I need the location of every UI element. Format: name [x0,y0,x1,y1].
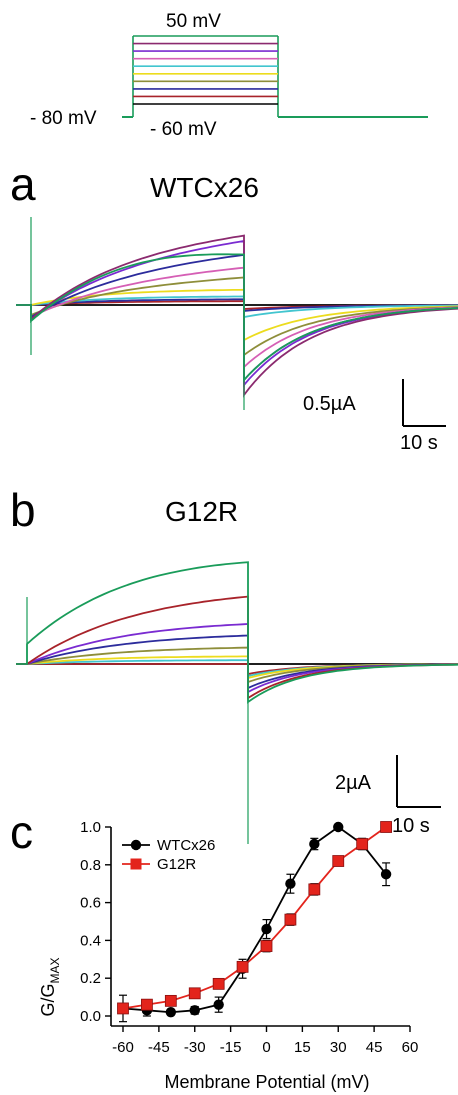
panel-b: b G12R 2µA 10 s [10,484,458,844]
y-axis-label-sub: MAX [48,957,62,983]
y-tick-label: 0.0 [80,1008,101,1025]
panel-b-scale-bar: 2µA 10 s [335,755,441,837]
data-point [212,977,225,990]
traces-a-trace-9 [16,234,458,398]
data-point [261,923,272,935]
data-point [164,994,177,1007]
x-tick-label: -30 [184,1039,206,1056]
x-tick-label: 60 [402,1039,419,1056]
panel-b-letter: b [10,484,36,536]
chart-legend: WTCx26 G12R [122,837,215,873]
data-point [213,999,224,1010]
panel-b-current-traces [16,561,458,844]
x-tick-label: 30 [330,1039,347,1056]
data-point [285,878,296,889]
data-point [356,838,369,850]
legend-label-1: G12R [157,856,196,873]
data-point [380,869,392,880]
data-point [188,987,201,1000]
legend-marker-0 [130,839,142,851]
x-tick-label: -45 [148,1039,170,1056]
panel-a-scale-current: 0.5µA [303,393,356,415]
protocol-bottom-label: - 60 mV [150,119,217,140]
y-tick-label: 0.8 [80,857,101,874]
x-axis-label: Membrane Potential (mV) [164,1072,369,1092]
data-point [333,821,344,833]
y-tick-label: 0.6 [80,895,101,912]
protocol-hold-label: - 80 mV [30,108,97,129]
data-point [236,960,249,973]
y-tick-label: 0.2 [80,970,101,987]
data-point [284,913,297,926]
y-axis-label-main: G/G [38,984,58,1017]
panel-b-title: G12R [165,496,238,527]
data-point [117,1002,129,1015]
data-point [308,883,321,896]
panel-a-scale-bar: 0.5µA 10 s [303,379,446,454]
chart-series [117,821,392,1023]
x-tick-label: 15 [294,1039,311,1056]
panel-b-scale-time: 10 s [392,815,430,837]
traces-a-trace-8 [16,253,458,383]
data-point [380,821,392,833]
x-tick-label: -60 [112,1039,134,1056]
x-tick-label: -15 [220,1039,242,1056]
data-point [141,998,153,1011]
traces-a-trace-10 [16,253,458,383]
panel-c: c G/GMAX Membrane Potential (mV) -60 -45-… [10,806,418,1092]
data-point [260,940,273,952]
legend-label-0: WTCx26 [157,837,215,854]
data-point [165,1007,177,1018]
y-axis-label: G/GMAX [38,957,62,1016]
chart-axes: -60 -45 -30 -15 0 15 30 45 60 0.0 0.2 0.4 0.6 0.8 1.0 [80,819,418,1056]
protocol-steps [122,35,428,118]
x-tick-label: 45 [366,1039,383,1056]
y-tick-label: 0.4 [80,932,101,949]
panel-a-current-traces [16,217,458,410]
protocol-top-label: 50 mV [166,11,221,32]
panel-a: a WTCx26 0.5µA 10 s [10,158,458,454]
voltage-protocol: 50 mV - 80 mV - 60 mV [30,11,428,140]
x-tick-label: 0 [262,1039,270,1056]
series-line-1 [122,826,387,1010]
panel-a-letter: a [10,158,36,210]
traces-b-trace-8 [16,561,458,704]
traces-a-trace-6 [16,266,458,370]
panel-a-scale-time: 10 s [400,432,438,454]
panel-b-scale-current: 2µA [335,772,372,794]
data-point [309,838,320,850]
data-point [189,1005,200,1016]
traces-b-trace-2 [16,659,458,678]
data-point [332,855,345,867]
legend-marker-1 [130,858,142,870]
y-tick-label: 1.0 [80,819,101,836]
traces-a-trace-5 [16,276,458,357]
panel-c-letter: c [10,806,33,858]
panel-a-title: WTCx26 [150,172,259,203]
